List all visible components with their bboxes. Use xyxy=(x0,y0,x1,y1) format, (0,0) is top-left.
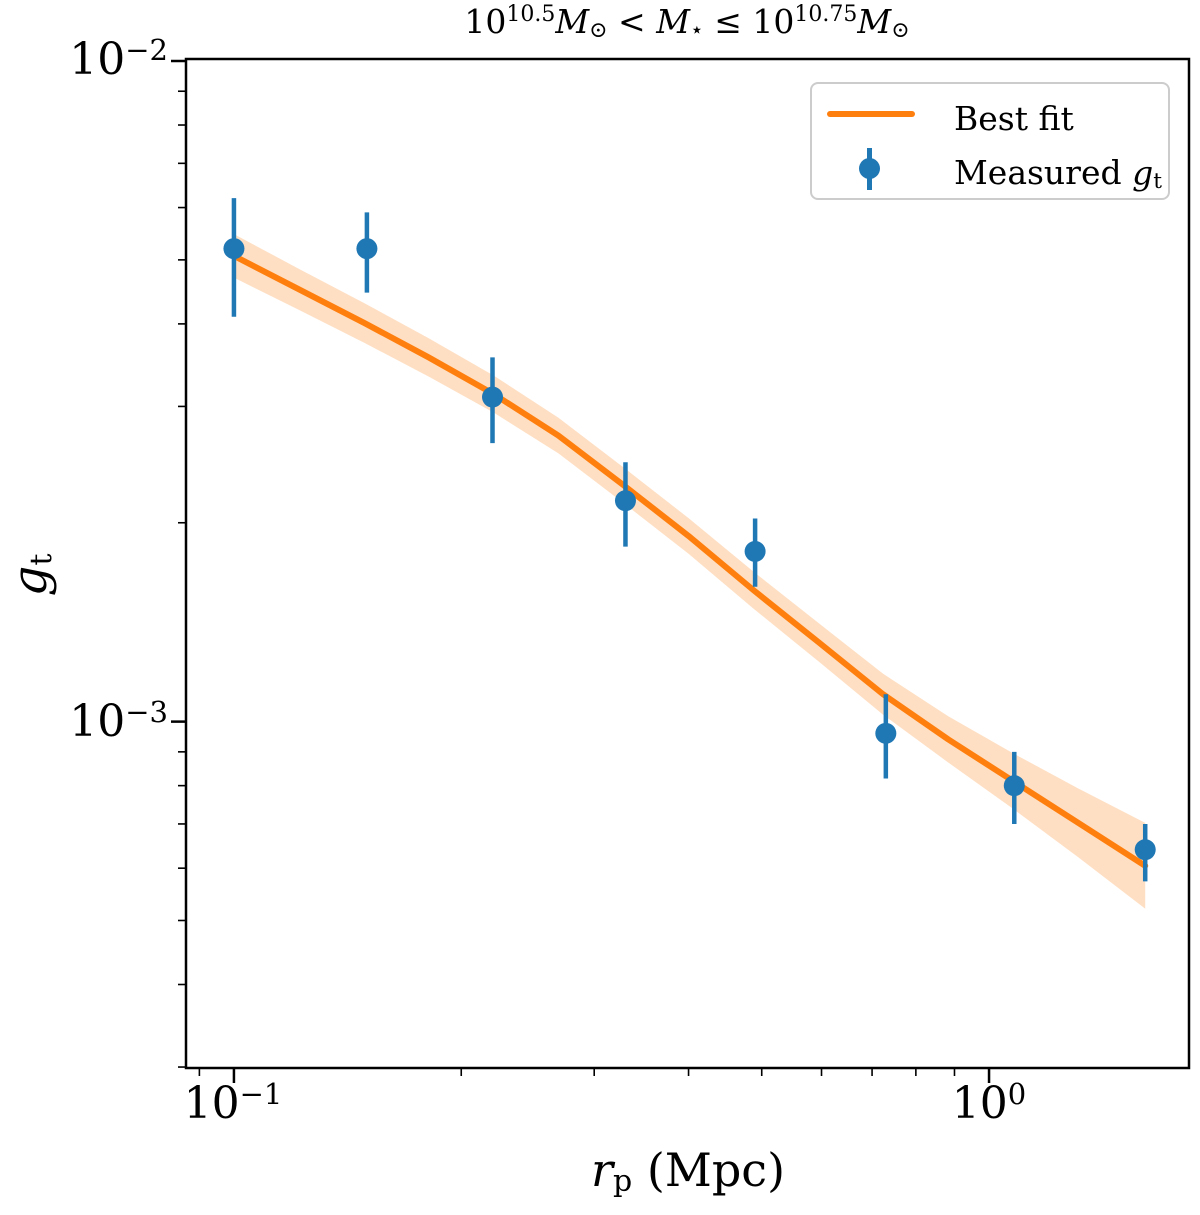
legend-best-fit-line-swatch xyxy=(827,111,915,117)
tick-exponent: −3 xyxy=(125,694,168,729)
x-tick-label-1e-1: 10−1 xyxy=(184,1079,283,1126)
y-tick-label-1e-2: 10−2 xyxy=(69,35,168,82)
tick-exponent: 0 xyxy=(1007,1076,1027,1111)
tick-base: 10 xyxy=(69,34,126,85)
data-point-marker xyxy=(614,490,636,512)
plot-title: 1010.5M⊙ < M⋆ ≤ 1010.75M⊙ xyxy=(464,1,910,43)
axes-spines xyxy=(184,57,1191,1070)
data-point-marker xyxy=(482,386,504,408)
legend-label-best-fit: Best fit xyxy=(954,99,1074,138)
tick-base: 10 xyxy=(69,696,126,747)
tick-exponent: −2 xyxy=(125,32,168,67)
x-tick-label-1e0: 100 xyxy=(952,1079,1026,1126)
tick-base: 10 xyxy=(951,1078,1008,1129)
legend-box: Best fit Measured gt xyxy=(810,82,1170,200)
data-point-marker xyxy=(1134,839,1156,861)
legend-label-measured: Measured gt xyxy=(954,153,1162,194)
y-axis-label: gt xyxy=(2,553,60,597)
x-axis-label: rp (Mpc) xyxy=(590,1143,786,1200)
data-point-marker xyxy=(356,238,378,260)
best-fit-line xyxy=(230,252,1149,869)
y-tick-label-1e-3: 10−3 xyxy=(69,697,168,744)
legend-dot-icon xyxy=(859,158,880,179)
data-point-marker xyxy=(1003,775,1025,797)
tick-exponent: −1 xyxy=(239,1076,283,1111)
data-point-marker xyxy=(875,722,897,744)
data-point-marker xyxy=(223,238,245,260)
data-point-marker xyxy=(744,540,766,562)
tick-base: 10 xyxy=(183,1078,240,1129)
confidence-band xyxy=(233,234,1146,909)
